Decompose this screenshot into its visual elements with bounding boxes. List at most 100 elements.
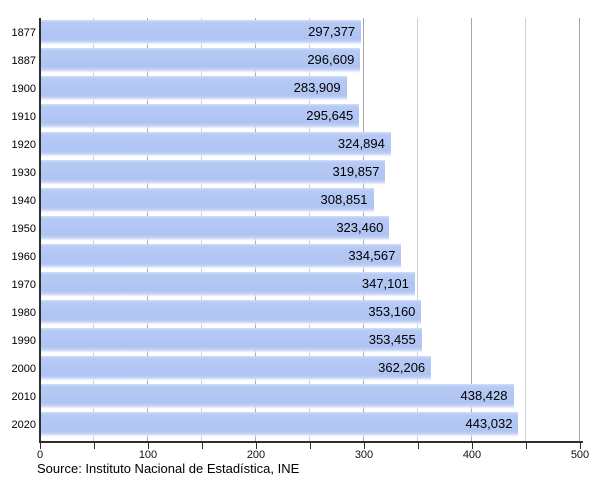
bar-row: 1910 295,645 [0, 104, 580, 132]
bar-track: 353,160 [40, 300, 580, 328]
bar-row: 1990 353,455 [0, 328, 580, 356]
bar-value-label: 353,160 [368, 304, 416, 319]
bar-track: 295,645 [40, 104, 580, 132]
major-gridline [471, 18, 472, 442]
x-axis-tick [256, 443, 257, 449]
bar-track: 443,032 [40, 412, 580, 440]
year-label: 1910 [11, 111, 36, 123]
x-axis-tick-label: 0 [36, 449, 44, 461]
bar: 347,101 [40, 272, 415, 298]
bar: 443,032 [40, 412, 519, 438]
bar-value-label: 283,909 [293, 80, 341, 95]
bar-row: 1970 347,101 [0, 272, 580, 300]
bar-track: 324,894 [40, 132, 580, 160]
bar-track: 347,101 [40, 272, 580, 300]
bar-value-label: 296,609 [307, 52, 355, 67]
x-axis-tick [310, 443, 311, 449]
bar-row: 1950 323,460 [0, 216, 580, 244]
x-axis-tick [148, 443, 149, 449]
bar-track: 296,609 [40, 48, 580, 76]
year-label: 2020 [11, 419, 36, 431]
x-axis-tick-label: 200 [246, 449, 266, 461]
bars-layer: 1877 297,377 1887 296,609 1900 283,909 1910 295… [0, 20, 580, 440]
bar-row: 2000 362,206 [0, 356, 580, 384]
bar: 296,609 [40, 48, 361, 74]
bar-track: 297,377 [40, 20, 580, 48]
bar-value-label: 308,851 [320, 192, 368, 207]
bar-value-label: 297,377 [308, 24, 356, 39]
bar: 438,428 [40, 384, 514, 410]
bar-track: 353,455 [40, 328, 580, 356]
bar: 319,857 [40, 160, 386, 186]
year-label: 1887 [11, 55, 36, 67]
x-axis-tick-label: 400 [462, 449, 482, 461]
bar-value-label: 324,894 [337, 136, 385, 151]
bar-value-label: 295,645 [306, 108, 354, 123]
year-label: 1950 [11, 223, 36, 235]
bar-row: 1980 353,160 [0, 300, 580, 328]
year-label: 2000 [11, 363, 36, 375]
bar: 353,160 [40, 300, 422, 326]
bar: 295,645 [40, 104, 360, 130]
x-axis-tick-label: 500 [570, 449, 590, 461]
bar-track: 283,909 [40, 76, 580, 104]
bar-value-label: 347,101 [361, 276, 409, 291]
bar: 334,567 [40, 244, 402, 270]
bar-row: 1960 334,567 [0, 244, 580, 272]
bar-track: 438,428 [40, 384, 580, 412]
x-axis-tick-label: 300 [354, 449, 374, 461]
bar-value-label: 438,428 [460, 388, 508, 403]
bar: 323,460 [40, 216, 390, 242]
bar: 308,851 [40, 188, 374, 214]
bar-value-label: 334,567 [348, 248, 396, 263]
x-axis-tick [94, 443, 95, 449]
year-label: 1930 [11, 167, 36, 179]
bar-value-label: 353,455 [368, 332, 416, 347]
x-axis-tick [202, 443, 203, 449]
bar-track: 334,567 [40, 244, 580, 272]
x-axis-tick [418, 443, 419, 449]
bar-track: 319,857 [40, 160, 580, 188]
x-axis-tick [364, 443, 365, 449]
x-axis-tick [580, 443, 581, 449]
x-axis-tick [472, 443, 473, 449]
bar-track: 362,206 [40, 356, 580, 384]
x-axis-tick [526, 443, 527, 449]
minor-gridline [525, 18, 526, 442]
bar-value-label: 323,460 [336, 220, 384, 235]
bar: 324,894 [40, 132, 391, 158]
major-gridline [579, 18, 580, 442]
year-label: 1960 [11, 251, 36, 263]
year-label: 1877 [11, 27, 36, 39]
year-label: 2010 [11, 391, 36, 403]
bar-value-label: 443,032 [465, 416, 513, 431]
bar-row: 1877 297,377 [0, 20, 580, 48]
bar: 362,206 [40, 356, 432, 382]
bar-row: 1920 324,894 [0, 132, 580, 160]
bar-value-label: 319,857 [332, 164, 380, 179]
year-label: 1990 [11, 335, 36, 347]
source-note: Source: Instituto Nacional de Estadístic… [37, 461, 300, 476]
year-label: 1970 [11, 279, 36, 291]
year-label: 1900 [11, 83, 36, 95]
x-axis-tick [40, 443, 41, 449]
bar-row: 2020 443,032 [0, 412, 580, 440]
minor-gridline [417, 18, 418, 442]
year-label: 1920 [11, 139, 36, 151]
bar-row: 1930 319,857 [0, 160, 580, 188]
bar-row: 2010 438,428 [0, 384, 580, 412]
y-axis-line [39, 18, 41, 443]
bar-row: 1940 308,851 [0, 188, 580, 216]
x-axis-line [39, 441, 583, 443]
bar: 297,377 [40, 20, 362, 46]
bar: 353,455 [40, 328, 422, 354]
bar-row: 1900 283,909 [0, 76, 580, 104]
bar-value-label: 362,206 [378, 360, 426, 375]
bar-track: 323,460 [40, 216, 580, 244]
bar-track: 308,851 [40, 188, 580, 216]
x-axis-tick-label: 100 [138, 449, 158, 461]
year-label: 1980 [11, 307, 36, 319]
bar-row: 1887 296,609 [0, 48, 580, 76]
year-label: 1940 [11, 195, 36, 207]
